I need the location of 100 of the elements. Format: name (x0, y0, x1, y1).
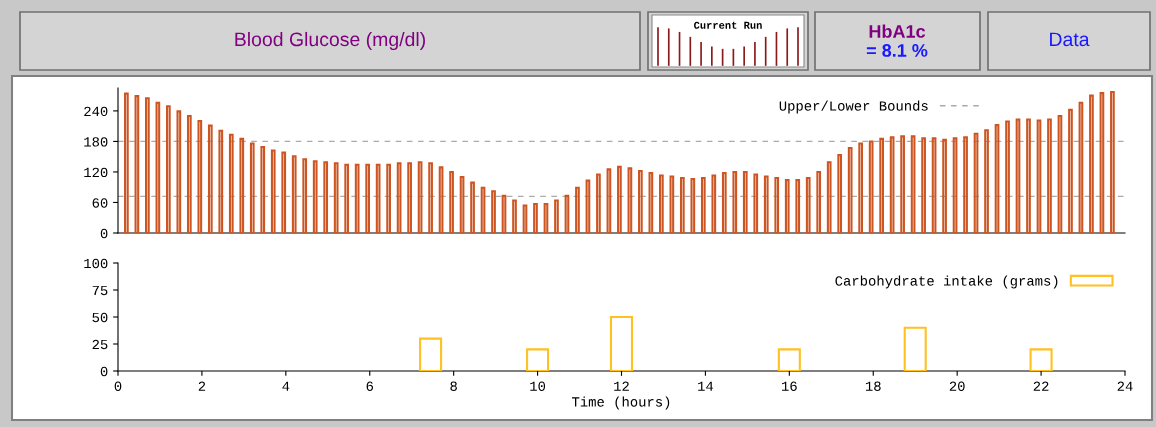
bar (554, 199, 559, 233)
bar (438, 166, 444, 233)
bar (732, 170, 738, 233)
bar (795, 179, 801, 233)
y-tick-label: 120 (84, 167, 108, 178)
bar (239, 137, 245, 233)
bar (679, 177, 685, 233)
x-axis-title: Time (hours) (572, 396, 670, 410)
text: Current Run (694, 21, 762, 29)
bar (900, 135, 905, 233)
bar (596, 173, 601, 233)
bar (526, 348, 550, 371)
bar (774, 177, 780, 233)
x-tick-label: 6 (366, 381, 374, 391)
bar (1099, 92, 1105, 233)
bar (777, 348, 801, 371)
x-tick-label: 0 (114, 381, 122, 391)
bar (609, 315, 634, 371)
bar (1068, 108, 1073, 233)
bar (805, 177, 811, 233)
bar (522, 204, 528, 233)
bar (889, 136, 895, 233)
bar (354, 163, 360, 233)
x-tick-label: 20 (949, 381, 965, 391)
bar (903, 326, 927, 371)
bar (564, 194, 570, 233)
bar (449, 170, 454, 233)
bar (1029, 348, 1053, 371)
bar (1026, 118, 1031, 233)
bar (816, 170, 822, 233)
bar (606, 168, 612, 233)
bar (858, 142, 864, 233)
bar (585, 179, 591, 233)
bar (648, 171, 654, 233)
bar (994, 124, 1000, 233)
bar (480, 186, 486, 233)
y-tick-label: 50 (92, 312, 108, 323)
bar (186, 114, 192, 233)
bar (491, 190, 496, 233)
bar (638, 169, 643, 233)
bar (721, 171, 727, 233)
y-tick-label: 60 (92, 198, 108, 208)
x-tick-label: 4 (282, 381, 290, 391)
x-tick-label: 8 (450, 381, 457, 391)
bar (124, 92, 129, 233)
y-tick-label: 25 (92, 339, 108, 350)
bar (763, 175, 769, 233)
bar (868, 140, 874, 233)
bar (910, 135, 916, 233)
x-tick-label: 14 (698, 381, 714, 391)
bar (459, 176, 465, 233)
bar (753, 173, 759, 233)
bar (1047, 118, 1052, 233)
x-tick-label: 10 (530, 381, 546, 391)
bar (281, 151, 287, 233)
bar (690, 178, 696, 233)
bar (931, 137, 937, 233)
bar (921, 137, 926, 233)
bar (627, 167, 633, 233)
bar (837, 154, 843, 233)
x-tick-label: 18 (865, 381, 881, 391)
x-tick-label: 2 (198, 381, 206, 391)
bar (228, 133, 234, 233)
bar (249, 142, 255, 233)
bar (375, 163, 381, 233)
bar (1078, 101, 1084, 233)
bar (1089, 94, 1094, 233)
x-tick-label: 16 (782, 381, 797, 391)
bar (470, 181, 475, 233)
legend-label: Upper/Lower Bounds (779, 100, 928, 114)
bar (134, 95, 140, 233)
bar (973, 132, 979, 233)
bar (386, 163, 391, 233)
bar (847, 147, 853, 233)
bar (1015, 118, 1021, 233)
bar (501, 194, 507, 233)
bar (407, 162, 412, 233)
bar (260, 145, 266, 233)
bar (543, 202, 549, 233)
bar (197, 120, 203, 233)
text: Data (1050, 32, 1090, 47)
bar (365, 163, 370, 233)
bar (419, 337, 443, 371)
bar (207, 124, 213, 233)
bar (1005, 120, 1010, 233)
text: HbA1c (869, 24, 926, 38)
bar (942, 138, 947, 233)
bar (270, 149, 276, 233)
bar (218, 129, 224, 233)
bar (984, 129, 989, 233)
bar (428, 162, 433, 233)
bar (344, 163, 350, 233)
bar (533, 202, 538, 233)
bar (323, 161, 329, 233)
y-tick-label: 0 (100, 366, 108, 377)
bar (312, 160, 318, 233)
bar (617, 165, 622, 233)
bar (333, 162, 339, 233)
bar (742, 170, 748, 233)
bar (879, 137, 884, 233)
